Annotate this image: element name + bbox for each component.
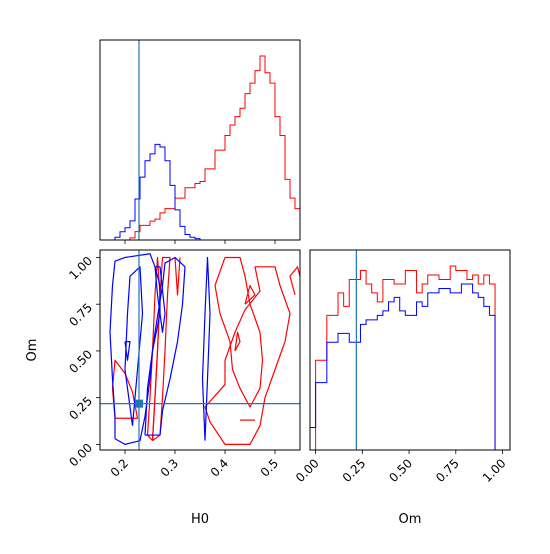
blue-contour — [124, 266, 144, 426]
h0-hist-red-series — [100, 55, 301, 241]
om-hist-xtick-label: 0.50 — [386, 456, 415, 485]
joint-ytick-label: 0.00 — [66, 441, 95, 470]
h0-histogram-panel — [99, 39, 301, 244]
joint-frame — [99, 249, 301, 451]
om-hist-xtick-label: 0.25 — [340, 456, 369, 485]
red-contour — [244, 284, 256, 305]
joint-ytick-label: 0.25 — [66, 394, 95, 423]
blue-contour — [201, 256, 211, 441]
x-axis-label-om: Om — [399, 512, 422, 527]
blue-contour — [124, 340, 131, 361]
red-contour — [214, 256, 264, 408]
joint-xtick-label: 0.4 — [208, 456, 231, 479]
joint-ytick-label: 0.75 — [66, 300, 95, 329]
om-hist-xtick-label: 0.00 — [293, 456, 322, 485]
joint-xtick-label: 0.2 — [108, 456, 131, 479]
joint-xtick-label: 0.3 — [158, 456, 181, 479]
y-axis-label-om: Om — [25, 339, 40, 362]
om-histogram-panel: 0.00 0.25 0.50 0.75 1.00 — [293, 249, 511, 485]
joint-ytick-label: 1.00 — [66, 254, 95, 283]
h0-hist-frame — [99, 39, 301, 241]
joint-contour-panel: 0.2 0.3 0.4 0.5 0.00 0.25 0.50 0.75 1.00 — [66, 249, 301, 480]
contour-group — [109, 253, 300, 445]
truth-marker — [135, 399, 143, 408]
blue-contour — [144, 256, 186, 436]
joint-xtick-label: 0.5 — [258, 456, 281, 479]
blue-contour — [154, 266, 166, 333]
red-contour — [146, 256, 161, 442]
red-contour — [174, 257, 181, 296]
joint-ytick-label: 0.50 — [66, 347, 95, 376]
om-hist-xtick-label: 0.75 — [433, 456, 462, 485]
red-contour — [289, 266, 300, 296]
om-hist-blue-series — [309, 283, 510, 451]
red-contour — [234, 331, 241, 352]
x-axis-label-h0: H0 — [191, 512, 209, 527]
om-hist-red-series — [310, 265, 510, 451]
om-hist-xtick-label: 1.00 — [480, 456, 509, 485]
h0-hist-blue-series — [100, 143, 300, 241]
red-contour — [204, 266, 291, 445]
om-hist-frame — [309, 249, 511, 451]
